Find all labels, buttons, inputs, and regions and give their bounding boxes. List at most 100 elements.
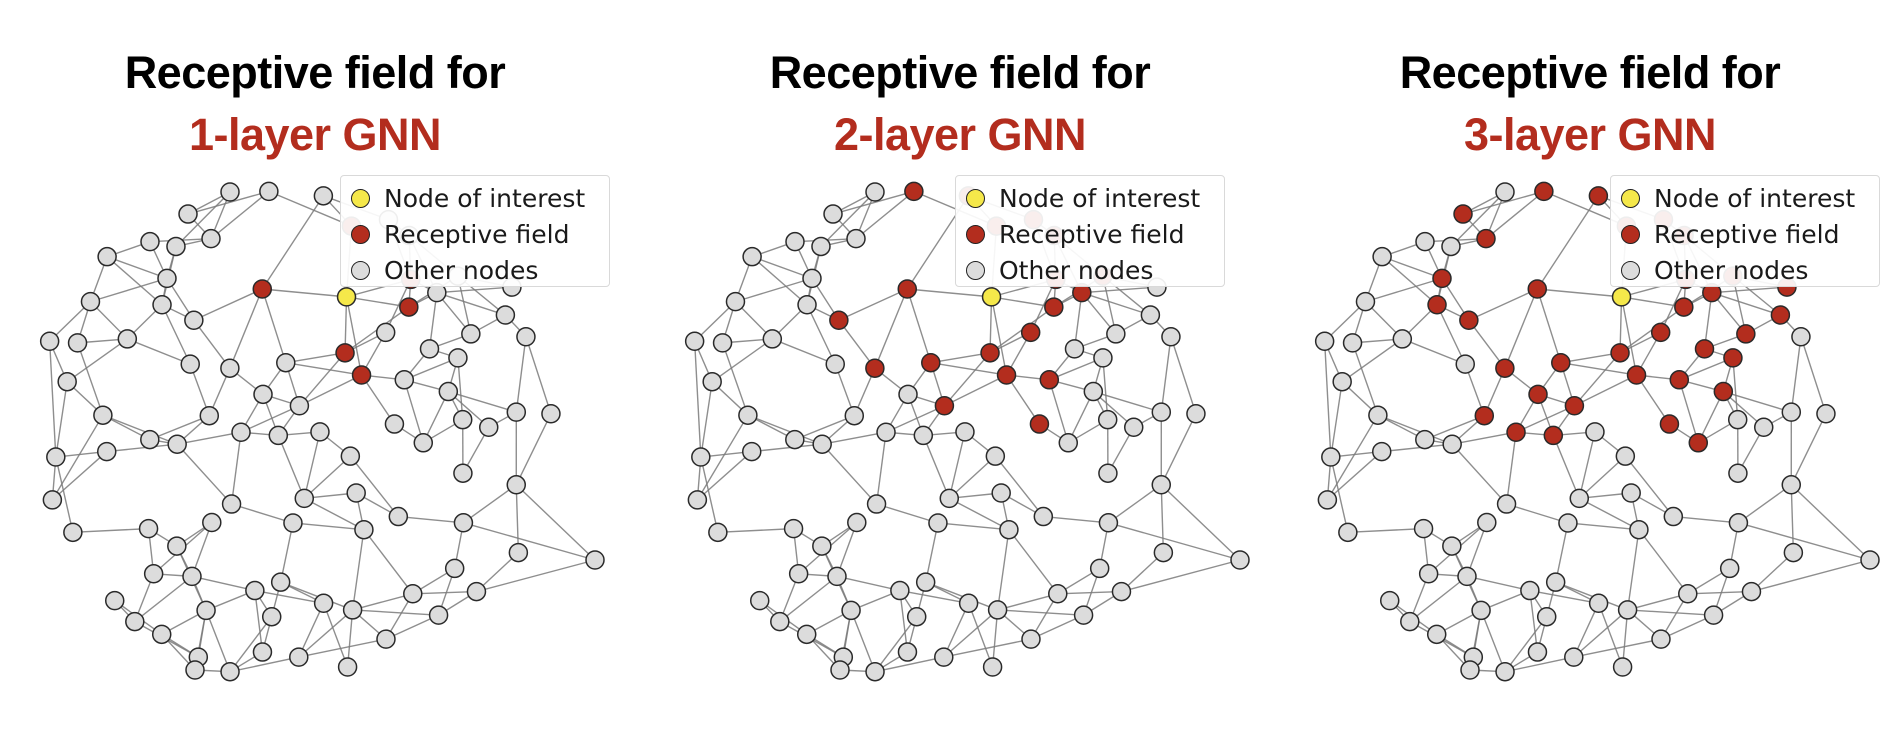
other-node	[419, 339, 440, 359]
graph-edge	[838, 288, 908, 321]
other-node	[1371, 441, 1392, 462]
receptive-field-node	[865, 358, 885, 378]
other-node	[898, 384, 918, 405]
panel-title: Receptive field for 3-layer GNN	[1280, 42, 1900, 166]
other-node	[991, 483, 1011, 503]
graph-edge	[1567, 522, 1639, 531]
other-node	[178, 204, 198, 224]
graph-edge	[1635, 374, 1671, 425]
graph-edge	[1108, 522, 1241, 561]
receptive-field-node	[1694, 339, 1715, 359]
graph-edge	[1160, 484, 1241, 561]
graph-edge	[906, 288, 932, 363]
other-node	[1781, 475, 1802, 495]
receptive-field-node	[996, 365, 1017, 385]
receptive-field-node	[1650, 322, 1671, 343]
graph-edge	[1330, 381, 1343, 458]
graph-edge	[990, 296, 1008, 376]
panel-title: Receptive field for 1-layer GNN	[5, 42, 625, 166]
graph-2-layer	[684, 181, 1250, 682]
other-node	[955, 422, 975, 442]
other-node	[506, 475, 527, 495]
other-node	[1612, 657, 1633, 677]
graph-edge	[1529, 589, 1599, 604]
graph-edge	[515, 484, 520, 553]
other-node	[276, 352, 296, 373]
title-line-2: 3-layer GNN	[1463, 109, 1717, 160]
legend: Node of interest Receptive field Other n…	[340, 175, 610, 287]
other-node	[1703, 605, 1724, 625]
other-node	[182, 566, 202, 587]
other-node	[1781, 402, 1802, 422]
graph-edge	[279, 522, 294, 583]
other-node	[1663, 506, 1684, 527]
receptive-field-node	[1551, 352, 1571, 373]
graph-edge	[1536, 195, 1599, 290]
graph-edge	[436, 291, 506, 316]
gray-dot-icon	[351, 260, 370, 280]
other-node	[783, 518, 804, 539]
graph-edge	[1738, 522, 1871, 561]
other-node	[289, 647, 309, 667]
graph-edge	[515, 336, 527, 413]
graph-edge	[836, 575, 901, 592]
graph-edge	[403, 379, 424, 444]
graph-edge	[996, 529, 1010, 611]
graph-edge	[1790, 413, 1827, 486]
other-node	[97, 246, 117, 267]
other-node	[825, 354, 845, 374]
other-node	[143, 564, 164, 584]
other-node	[1151, 475, 1172, 495]
graph-edge	[515, 484, 596, 561]
graph-edge	[1377, 414, 1453, 445]
graph-edge	[944, 374, 1007, 407]
other-node	[384, 414, 405, 434]
graph-edge	[1351, 342, 1379, 416]
graph-edge	[943, 638, 1032, 658]
graph-edge	[106, 443, 178, 453]
graph-edge	[352, 593, 413, 611]
other-node	[394, 370, 415, 390]
red-dot-icon	[966, 224, 985, 244]
receptive-field-node	[351, 365, 372, 385]
legend-label: Other nodes	[384, 255, 539, 285]
other-node	[802, 268, 822, 289]
graph-edge	[261, 288, 287, 363]
other-node	[934, 647, 954, 667]
graph-edge	[700, 381, 713, 458]
other-node	[452, 409, 473, 430]
other-node	[1355, 291, 1376, 312]
other-node	[1753, 417, 1774, 438]
graph-edge	[876, 503, 939, 524]
other-node	[985, 446, 1006, 466]
receptive-field-node	[1044, 297, 1064, 317]
receptive-field-node	[1459, 310, 1479, 331]
graph-edge	[1504, 288, 1538, 369]
graph-edge	[352, 609, 439, 616]
graph-edge	[72, 527, 149, 534]
other-node	[1495, 182, 1515, 202]
other-node	[1314, 331, 1335, 352]
other-node	[741, 441, 762, 462]
other-node	[1153, 542, 1174, 563]
receptive-field-node	[1020, 322, 1041, 343]
other-node	[1545, 572, 1566, 592]
other-node	[388, 506, 409, 527]
graph-edge	[51, 414, 104, 501]
other-node	[185, 660, 205, 680]
graph-edge	[751, 443, 823, 453]
graph-edge	[948, 431, 966, 499]
graph-edge	[1450, 191, 1506, 247]
title-line-2: 1-layer GNN	[188, 109, 442, 160]
graph-edge	[175, 191, 231, 247]
legend-label: Node of interest	[384, 183, 586, 213]
other-node	[823, 204, 843, 224]
graph-edge	[693, 341, 702, 458]
other-node	[1719, 558, 1740, 579]
graph-edge	[1624, 455, 1674, 517]
legend-item-receptive-field: Receptive field	[1621, 216, 1869, 252]
graph-edge	[1578, 497, 1640, 531]
other-node	[1093, 348, 1113, 368]
graph-edge	[925, 581, 998, 611]
other-node	[876, 422, 896, 442]
